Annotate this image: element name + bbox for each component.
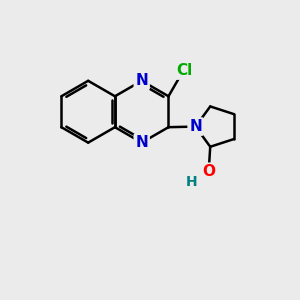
Text: H: H — [185, 175, 197, 189]
Text: N: N — [135, 135, 148, 150]
Text: Cl: Cl — [176, 63, 192, 78]
Text: N: N — [135, 73, 148, 88]
Text: N: N — [189, 119, 202, 134]
Text: O: O — [202, 164, 215, 179]
